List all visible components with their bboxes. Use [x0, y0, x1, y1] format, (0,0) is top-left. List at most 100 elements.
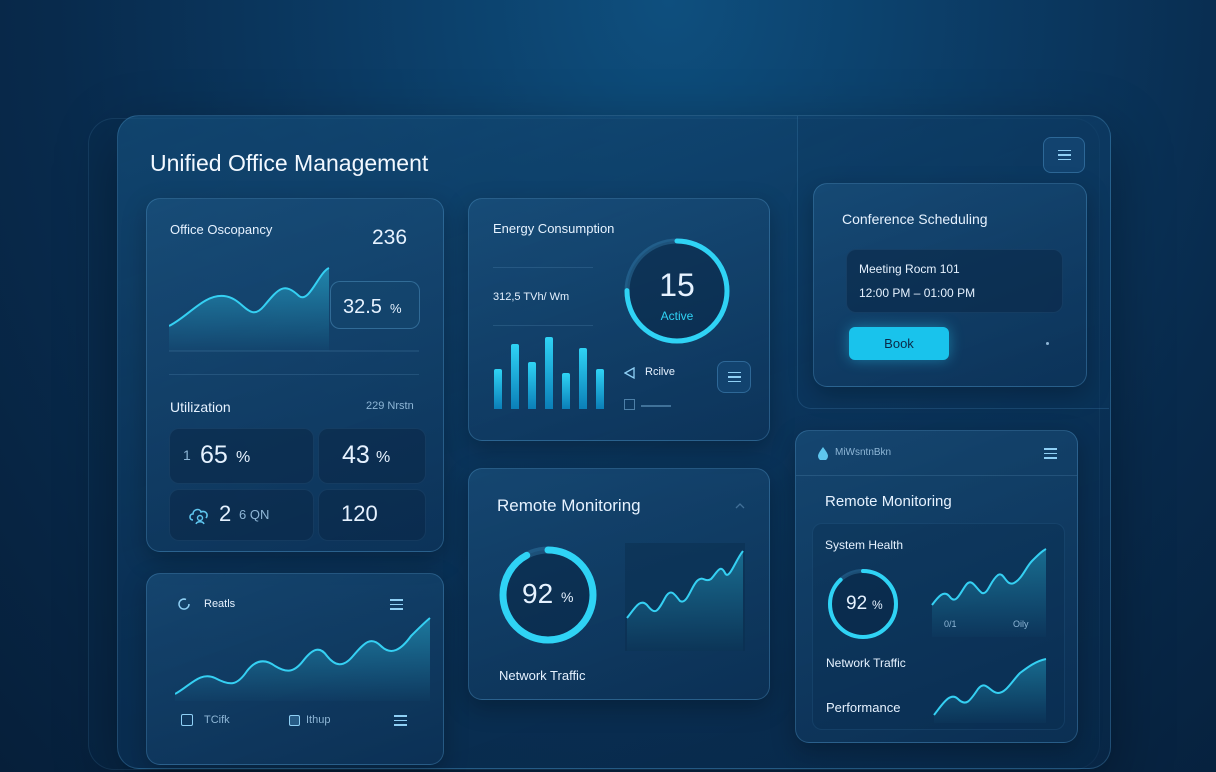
reports-label: Reatls — [204, 598, 236, 610]
occupancy-count: 236 — [372, 226, 408, 249]
energy-menu-button[interactable] — [717, 361, 751, 393]
energy-legend: Rcilve — [645, 366, 675, 378]
energy-reading: 312,5 TVh/ Wm — [493, 291, 570, 303]
cloud-person-icon — [189, 508, 208, 525]
energy-gauge-value: 15 — [659, 267, 695, 303]
network-traffic-label: Network Traffic — [499, 668, 586, 683]
occupancy-percent-unit: % — [390, 301, 402, 316]
reports-line — [175, 617, 431, 695]
energy-label: Energy Consumption — [493, 221, 615, 236]
occupancy-percent-box: 32.5 % — [330, 281, 420, 329]
occupancy-line — [169, 267, 330, 327]
reports-area — [175, 618, 430, 701]
energy-bar — [528, 362, 536, 409]
book-button[interactable]: Book — [849, 327, 949, 360]
droplet-icon — [818, 447, 828, 460]
reports-card: Reatls TCifk Ithup — [146, 573, 444, 765]
system-health-gauge — [828, 569, 898, 639]
remote-right-title: Remote Monitoring — [825, 493, 952, 510]
meeting-item[interactable]: Meeting Rocm 101 12:00 PM – 01:00 PM — [846, 249, 1063, 313]
meeting-room: Meeting Rocm 101 — [859, 262, 960, 276]
utilization-tile-1: 1 65 % — [169, 428, 314, 484]
checkbox-icon[interactable] — [289, 715, 300, 726]
occupancy-card: Office Oscopancy 236 32.5 % Utilization … — [146, 198, 444, 552]
hamburger-icon[interactable] — [394, 715, 407, 726]
remote-monitoring-title: Remote Monitoring — [497, 496, 641, 515]
remote-tag: MiWsntnBkn — [835, 447, 892, 458]
network-traffic-label-right: Network Traffic — [826, 656, 906, 670]
utilization-tile-3-suffix: 6 QN — [239, 507, 270, 522]
remote-monitoring-right-card: MiWsntnBkn Remote Monitoring System Heal… — [795, 430, 1078, 743]
hamburger-icon — [1057, 149, 1071, 161]
energy-card: Energy Consumption 312,5 TVh/ Wm 15 Acti… — [468, 198, 770, 441]
performance-label: Performance — [826, 700, 901, 715]
occupancy-area — [169, 268, 329, 351]
system-health-area — [932, 549, 1046, 637]
utilization-tile-2-value: 43 — [342, 441, 370, 469]
energy-gauge — [624, 238, 730, 344]
remote-gauge-value: 92 — [522, 578, 554, 609]
energy-bar-chart — [494, 337, 604, 409]
hamburger-icon — [727, 371, 741, 383]
energy-bar — [494, 369, 502, 409]
occupancy-chart — [169, 267, 419, 352]
system-health-label: System Health — [825, 538, 904, 552]
more-icon[interactable] — [1046, 342, 1049, 345]
checkbox-icon[interactable] — [181, 714, 193, 726]
utilization-tile-1-value: 65 — [200, 441, 228, 469]
divider — [493, 325, 593, 326]
utilization-label: Utilization — [170, 399, 231, 415]
network-traffic-chart — [625, 543, 745, 651]
occupancy-label: Office Oscopancy — [170, 222, 273, 237]
energy-bar — [562, 373, 570, 409]
utilization-tile-1-prefix: 1 — [183, 447, 191, 463]
book-button-label: Book — [884, 336, 914, 351]
chevron-up-icon[interactable] — [735, 503, 745, 509]
system-health-gauge-arc — [828, 569, 898, 639]
main-menu-button[interactable] — [1043, 137, 1085, 173]
divider — [493, 267, 593, 268]
remote-monitoring-card: Remote Monitoring 92 % Network Traffic — [468, 468, 770, 700]
conference-card: Conference Scheduling Meeting Rocm 101 1… — [813, 183, 1087, 387]
energy-gauge-label: Active — [660, 309, 694, 323]
system-health-line — [931, 548, 1047, 606]
utilization-tile-1-unit: % — [236, 449, 251, 466]
reports-chart — [175, 617, 431, 701]
divider — [796, 475, 1077, 476]
utilization-tile-3: 2 6 QN — [169, 489, 314, 541]
energy-bar — [579, 347, 587, 409]
utilization-tile-3-value: 2 — [219, 501, 232, 526]
energy-bar — [511, 344, 519, 409]
meeting-time: 12:00 PM – 01:00 PM — [859, 286, 976, 300]
reports-footer-b: Ithup — [306, 714, 331, 726]
energy-bar — [596, 369, 604, 409]
reports-footer-a: TCifk — [204, 714, 230, 726]
refresh-icon[interactable] — [177, 597, 191, 611]
energy-bar — [545, 337, 553, 409]
system-health-value: 92 — [846, 593, 868, 614]
performance-area — [934, 659, 1046, 723]
utilization-tile-2-unit: % — [376, 449, 391, 466]
utilization-meta: 229 Nrstn — [366, 400, 414, 412]
hamburger-icon[interactable] — [390, 599, 403, 610]
checkbox-icon[interactable] — [624, 399, 635, 410]
energy-gauge-arc — [624, 238, 730, 344]
system-health-axis-a: 0/1 — [944, 619, 957, 629]
performance-chart — [933, 658, 1047, 723]
remote-gauge-unit: % — [561, 589, 574, 605]
utilization-tile-4: 120 — [318, 489, 426, 541]
remote-gauge-arc — [499, 546, 597, 644]
send-icon — [624, 367, 635, 379]
utilization-tile-2: 43 % — [318, 428, 426, 484]
network-traffic-line — [626, 550, 744, 619]
system-health-axis-b: Oily — [1013, 619, 1029, 629]
conference-title: Conference Scheduling — [842, 211, 988, 227]
utilization-tile-4-value: 120 — [341, 501, 378, 526]
remote-gauge — [499, 546, 597, 644]
performance-line — [933, 658, 1047, 716]
divider — [641, 405, 671, 407]
system-health-chart — [931, 548, 1047, 637]
hamburger-icon[interactable] — [1044, 448, 1057, 459]
divider — [169, 374, 419, 375]
page-title: Unified Office Management — [150, 150, 429, 176]
